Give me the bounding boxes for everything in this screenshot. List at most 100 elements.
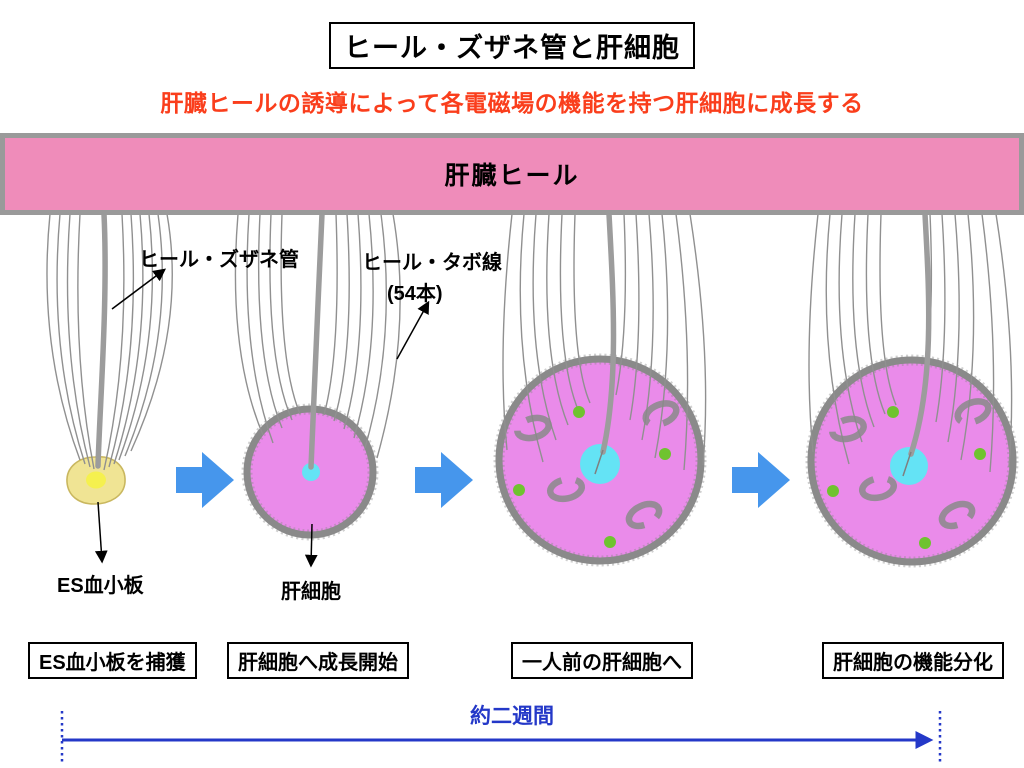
fiber-line <box>77 213 95 470</box>
zusane-tube-2 <box>308 211 325 470</box>
organelle-ring <box>938 500 976 530</box>
green-dot <box>974 448 986 460</box>
tabo-fibers-group-3 <box>502 213 707 471</box>
fiber-line <box>654 213 669 459</box>
stage-label-growth-start: 肝細胞へ成長開始 <box>227 642 409 679</box>
fiber-line <box>546 213 569 426</box>
fiber-line <box>118 213 154 461</box>
nucleus-4 <box>890 447 928 485</box>
zusane-tube-4 <box>908 211 932 457</box>
zusane-tube-1 <box>95 211 108 469</box>
fiber-line <box>808 213 819 453</box>
organelles-group-3 <box>513 400 680 548</box>
organelle-ring <box>642 400 680 428</box>
fiber-line <box>323 213 338 416</box>
es-platelet-core <box>86 471 106 489</box>
organelle-ring <box>954 398 992 426</box>
fiber-line <box>675 213 689 471</box>
fiber-line <box>879 213 897 406</box>
fiber-line <box>947 213 960 443</box>
fiber-line <box>960 213 975 461</box>
fiber-line <box>130 213 173 452</box>
fiber-line <box>234 213 264 436</box>
green-dot <box>604 536 616 548</box>
fiber-line <box>124 213 164 457</box>
banner-label: 肝臓ヒール <box>444 162 580 190</box>
callout-tabo-line: ヒール・タボ線 <box>362 252 502 274</box>
zusane-tube-tip <box>594 449 604 475</box>
nucleus-3 <box>580 444 620 484</box>
stage-label-differentiation: 肝細胞の機能分化 <box>822 642 1004 679</box>
stage-label-full-hepatocyte: 一人前の肝細胞へ <box>511 642 693 679</box>
callout-zusane-tube: ヒール・ズザネ管 <box>139 249 299 271</box>
fiber-line <box>981 213 995 473</box>
callout-tabo-count: (54本) <box>387 283 443 305</box>
stage-2-hepatocyte <box>234 211 401 541</box>
fiber-line <box>689 213 707 466</box>
green-dot <box>887 406 899 418</box>
timeline-arrow <box>60 711 942 762</box>
fiber-line <box>103 213 125 471</box>
fiber-line <box>246 213 274 444</box>
green-dot <box>513 484 525 496</box>
stage-arrow-1 <box>176 452 234 508</box>
es-platelet-callout-arrow <box>94 501 108 564</box>
tabo-callout-arrow <box>396 300 430 360</box>
fiber-line <box>865 213 886 415</box>
fiber-line <box>280 213 301 415</box>
page-title: ヒール・ズザネ管と肝細胞 <box>329 22 695 69</box>
fiber-line <box>333 213 350 422</box>
tabo-fibers-group-1 <box>46 213 173 471</box>
fiber-line <box>269 213 293 421</box>
organelles-group-4 <box>827 398 992 549</box>
fiber-line <box>559 213 580 413</box>
fiber-line <box>108 213 135 468</box>
fiber-line <box>364 213 388 449</box>
fiber-line <box>519 213 544 463</box>
stage-arrow-2 <box>415 452 473 508</box>
stage-label-capture: ES血小板を捕獲 <box>28 642 197 679</box>
callout-es-platelet: ES血小板 <box>57 575 144 597</box>
fiber-line <box>629 213 640 421</box>
callout-hepatocyte: 肝細胞 <box>281 581 341 603</box>
cell-rough-border <box>805 354 1019 568</box>
fiber-line <box>46 213 81 461</box>
fiber-line <box>935 213 946 423</box>
zusane-tube-tip <box>902 451 912 477</box>
fiber-line <box>257 213 283 429</box>
fiber-line <box>353 213 374 439</box>
nucleus-2 <box>302 463 320 481</box>
fiber-line <box>66 213 91 468</box>
fiber-line <box>825 213 850 465</box>
organelle-ring <box>858 474 898 502</box>
organelle-ring <box>514 414 552 442</box>
fiber-line <box>502 213 513 451</box>
timeline-label: 約二週間 <box>470 705 554 728</box>
organelle-ring <box>829 415 867 443</box>
stage-3-hepatocyte <box>493 211 707 567</box>
tabo-fibers-group-2 <box>234 213 401 459</box>
organelle-ring <box>625 500 663 530</box>
fiber-line <box>376 213 401 459</box>
fiber-line <box>113 213 144 465</box>
green-dot <box>659 448 671 460</box>
stage-1-es-platelet <box>46 211 173 505</box>
fiber-line <box>995 213 1013 468</box>
fiber-line <box>852 213 875 428</box>
fiber-line <box>56 213 86 465</box>
cell-rough-border <box>493 353 707 567</box>
green-dot <box>573 406 585 418</box>
fiber-line <box>573 213 591 404</box>
hepatocyte-callout-arrow <box>304 523 318 568</box>
cell-rough-border <box>241 403 379 541</box>
green-dot <box>919 537 931 549</box>
fiber-line <box>343 213 362 430</box>
stage-arrow-3 <box>732 452 790 508</box>
subtitle-text: 肝臓ヒールの誘導によって各電磁場の機能を持つ肝細胞に成長する <box>160 90 864 116</box>
zusane-callout-arrow <box>111 268 167 310</box>
organelle-ring <box>546 475 586 503</box>
liver-heal-banner: 肝臓ヒール <box>0 133 1024 215</box>
zusane-tube-3 <box>600 211 617 455</box>
